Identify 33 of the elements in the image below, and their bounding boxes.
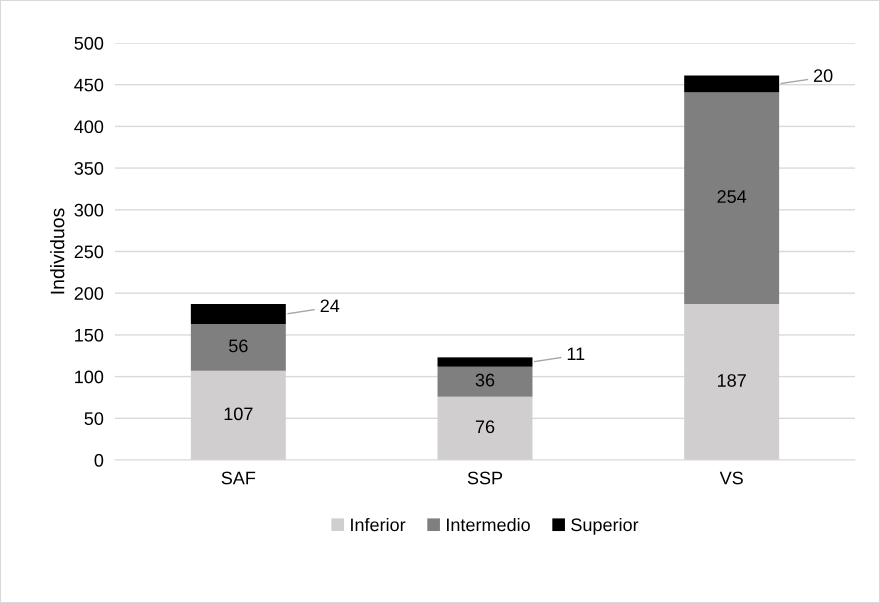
bar xyxy=(684,92,780,304)
x-tick-label: SAF xyxy=(222,472,256,484)
y-tick-label: 0 xyxy=(94,454,104,467)
y-tick-label: 350 xyxy=(74,162,104,175)
y-tick-label: 100 xyxy=(75,370,104,384)
y-tick-label: 200 xyxy=(74,287,104,300)
data-label: 24 xyxy=(320,299,340,312)
data-label: 187 xyxy=(718,374,746,387)
y-tick-label: 50 xyxy=(84,412,104,426)
x-tick-label: VS xyxy=(720,472,743,484)
bar xyxy=(438,366,532,397)
y-tick-label: 150 xyxy=(75,328,104,342)
data-label: 254 xyxy=(718,190,746,203)
data-label: 56 xyxy=(229,339,248,352)
y-axis-title: Individuos xyxy=(50,208,64,294)
legend-label: Inferior xyxy=(351,518,406,532)
bar xyxy=(438,357,532,367)
bar xyxy=(190,304,286,324)
bar xyxy=(190,324,286,371)
data-label: 107 xyxy=(224,407,252,420)
y-tick-label: 300 xyxy=(74,204,104,217)
legend-label: Superior xyxy=(571,518,638,535)
data-label: 11 xyxy=(568,348,584,360)
y-tick-label: 500 xyxy=(74,36,104,50)
data-label: 76 xyxy=(476,420,494,434)
bar xyxy=(684,76,780,92)
y-tick-label: 450 xyxy=(74,78,104,92)
data-label: 36 xyxy=(476,374,494,386)
data-label: 20 xyxy=(814,69,832,82)
legend-label: Intermedio xyxy=(447,518,530,532)
y-tick-label: 250 xyxy=(74,245,104,258)
x-tick-label: SSP xyxy=(468,472,502,484)
y-tick-label: 400 xyxy=(74,120,104,134)
